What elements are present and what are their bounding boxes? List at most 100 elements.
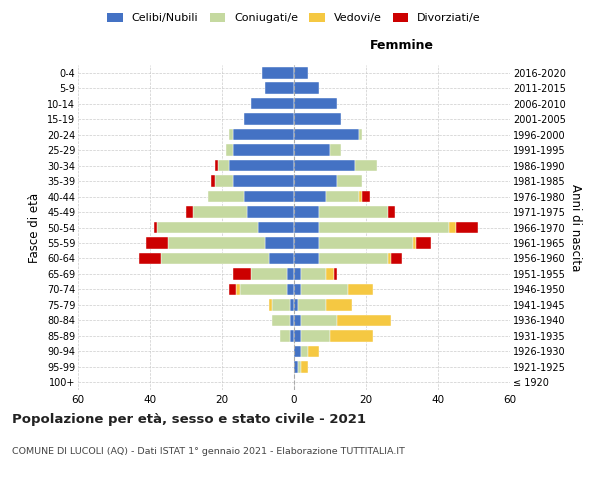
Bar: [208, 190, 244, 202]
Bar: [258, 222, 294, 234]
Bar: [265, 82, 294, 94]
Bar: [301, 361, 308, 372]
Text: Popolazione per età, sesso e stato civile - 2021: Popolazione per età, sesso e stato civil…: [12, 412, 366, 426]
Bar: [251, 268, 287, 280]
Bar: [262, 67, 294, 78]
Bar: [157, 222, 258, 234]
Bar: [294, 284, 301, 295]
Bar: [330, 144, 341, 156]
Bar: [215, 160, 218, 172]
Bar: [265, 237, 294, 249]
Bar: [294, 144, 330, 156]
Bar: [416, 237, 431, 249]
Bar: [301, 314, 337, 326]
Bar: [337, 314, 391, 326]
Bar: [294, 82, 319, 94]
Bar: [388, 206, 395, 218]
Bar: [359, 190, 362, 202]
Bar: [290, 314, 294, 326]
Bar: [308, 346, 319, 357]
Y-axis label: Anni di nascita: Anni di nascita: [569, 184, 583, 271]
Bar: [233, 129, 294, 140]
Bar: [301, 346, 308, 357]
Bar: [233, 176, 294, 187]
Text: COMUNE DI LUCOLI (AQ) - Dati ISTAT 1° gennaio 2021 - Elaborazione TUTTITALIA.IT: COMUNE DI LUCOLI (AQ) - Dati ISTAT 1° ge…: [12, 448, 405, 456]
Bar: [301, 330, 330, 342]
Bar: [294, 190, 326, 202]
Bar: [301, 268, 326, 280]
Bar: [355, 160, 377, 172]
Bar: [272, 299, 290, 310]
Bar: [244, 190, 294, 202]
Bar: [362, 190, 370, 202]
Bar: [218, 160, 229, 172]
Bar: [294, 222, 319, 234]
Bar: [294, 67, 308, 78]
Bar: [413, 237, 416, 249]
Bar: [294, 299, 298, 310]
Bar: [146, 237, 168, 249]
Legend: Celibi/Nubili, Coniugati/e, Vedovi/e, Divorziati/e: Celibi/Nubili, Coniugati/e, Vedovi/e, Di…: [103, 8, 485, 28]
Bar: [193, 206, 247, 218]
Bar: [294, 252, 319, 264]
Bar: [186, 206, 193, 218]
Bar: [215, 176, 233, 187]
Bar: [294, 361, 298, 372]
Bar: [298, 361, 301, 372]
Bar: [233, 144, 294, 156]
Bar: [294, 206, 319, 218]
Bar: [298, 299, 326, 310]
Bar: [326, 268, 334, 280]
Bar: [294, 98, 337, 110]
Bar: [456, 222, 478, 234]
Bar: [211, 176, 215, 187]
Bar: [236, 284, 240, 295]
Bar: [326, 190, 359, 202]
Bar: [294, 314, 301, 326]
Bar: [319, 237, 413, 249]
Bar: [294, 129, 359, 140]
Bar: [287, 284, 294, 295]
Y-axis label: Fasce di età: Fasce di età: [28, 192, 41, 262]
Bar: [251, 98, 294, 110]
Bar: [294, 268, 301, 280]
Bar: [280, 330, 290, 342]
Bar: [139, 252, 161, 264]
Bar: [334, 268, 337, 280]
Text: Femmine: Femmine: [370, 39, 434, 52]
Bar: [330, 330, 373, 342]
Bar: [229, 129, 233, 140]
Bar: [290, 299, 294, 310]
Bar: [319, 206, 388, 218]
Bar: [229, 284, 236, 295]
Bar: [272, 314, 290, 326]
Bar: [319, 222, 449, 234]
Bar: [337, 176, 362, 187]
Bar: [269, 299, 272, 310]
Bar: [294, 114, 341, 125]
Bar: [233, 268, 251, 280]
Bar: [359, 129, 362, 140]
Bar: [294, 160, 355, 172]
Bar: [391, 252, 402, 264]
Bar: [226, 144, 233, 156]
Bar: [388, 252, 391, 264]
Bar: [168, 237, 265, 249]
Bar: [319, 252, 388, 264]
Bar: [269, 252, 294, 264]
Bar: [294, 237, 319, 249]
Bar: [348, 284, 373, 295]
Bar: [240, 284, 287, 295]
Bar: [301, 284, 348, 295]
Bar: [290, 330, 294, 342]
Bar: [294, 330, 301, 342]
Bar: [244, 114, 294, 125]
Bar: [287, 268, 294, 280]
Bar: [154, 222, 157, 234]
Bar: [247, 206, 294, 218]
Bar: [326, 299, 352, 310]
Bar: [294, 346, 301, 357]
Bar: [294, 176, 337, 187]
Bar: [449, 222, 456, 234]
Bar: [161, 252, 269, 264]
